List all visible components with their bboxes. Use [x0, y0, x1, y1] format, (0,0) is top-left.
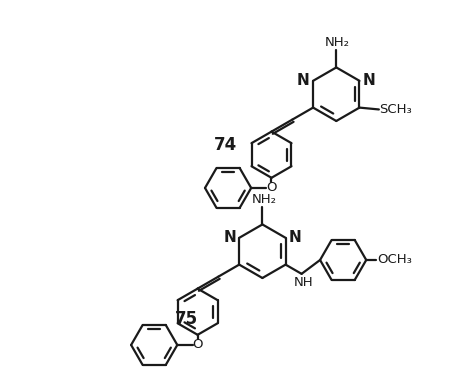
Text: N: N	[297, 73, 310, 88]
Text: N: N	[223, 230, 236, 245]
Text: NH₂: NH₂	[325, 36, 350, 48]
Text: O: O	[266, 182, 277, 194]
Text: O: O	[192, 339, 203, 351]
Text: 75: 75	[174, 310, 198, 328]
Text: NH₂: NH₂	[251, 193, 276, 205]
Text: OCH₃: OCH₃	[377, 253, 412, 267]
Text: NH: NH	[294, 276, 314, 289]
Text: SCH₃: SCH₃	[379, 103, 412, 116]
Text: N: N	[363, 73, 375, 88]
Text: 74: 74	[214, 136, 237, 154]
Text: N: N	[289, 230, 301, 245]
